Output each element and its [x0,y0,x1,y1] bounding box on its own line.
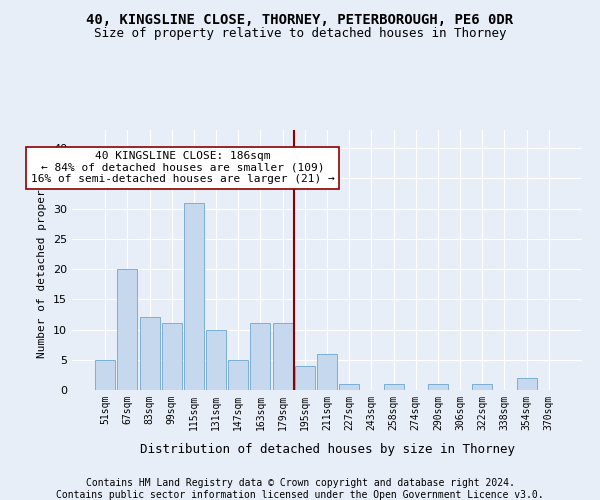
Bar [118,269,137,390]
Bar [339,384,359,390]
Text: Contains HM Land Registry data © Crown copyright and database right 2024.: Contains HM Land Registry data © Crown c… [86,478,514,488]
Y-axis label: Number of detached properties: Number of detached properties [37,162,47,358]
Text: Distribution of detached houses by size in Thorney: Distribution of detached houses by size … [139,442,515,456]
Bar [472,384,492,390]
Text: Contains public sector information licensed under the Open Government Licence v3: Contains public sector information licen… [56,490,544,500]
Bar [272,324,293,390]
Bar [517,378,536,390]
Text: Size of property relative to detached houses in Thorney: Size of property relative to detached ho… [94,28,506,40]
Text: 40 KINGSLINE CLOSE: 186sqm
← 84% of detached houses are smaller (109)
16% of sem: 40 KINGSLINE CLOSE: 186sqm ← 84% of deta… [31,151,335,184]
Bar [295,366,315,390]
Bar [383,384,404,390]
Bar [140,318,160,390]
Bar [428,384,448,390]
Bar [162,324,182,390]
Bar [206,330,226,390]
Bar [228,360,248,390]
Text: 40, KINGSLINE CLOSE, THORNEY, PETERBOROUGH, PE6 0DR: 40, KINGSLINE CLOSE, THORNEY, PETERBOROU… [86,12,514,26]
Bar [95,360,115,390]
Bar [317,354,337,390]
Bar [184,202,204,390]
Bar [250,324,271,390]
